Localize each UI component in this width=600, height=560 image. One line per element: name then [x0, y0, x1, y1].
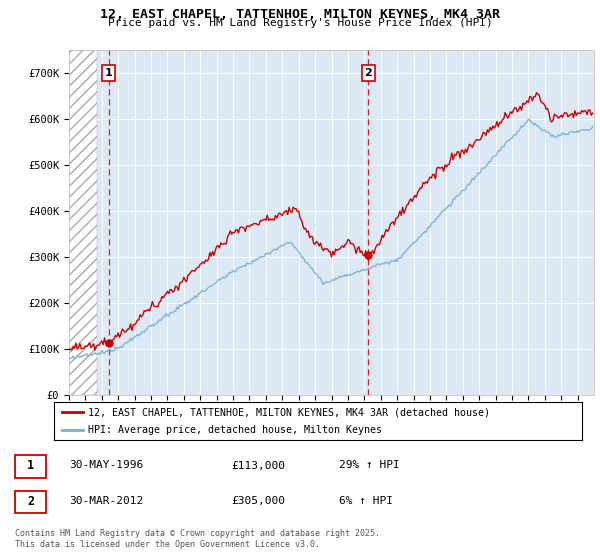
- Text: 2: 2: [365, 68, 372, 78]
- FancyBboxPatch shape: [15, 491, 46, 514]
- Text: 1: 1: [27, 459, 34, 472]
- Text: £113,000: £113,000: [231, 460, 285, 470]
- Text: 12, EAST CHAPEL, TATTENHOE, MILTON KEYNES, MK4 3AR (detached house): 12, EAST CHAPEL, TATTENHOE, MILTON KEYNE…: [88, 407, 490, 417]
- Text: 1: 1: [105, 68, 113, 78]
- Text: 6% ↑ HPI: 6% ↑ HPI: [339, 496, 393, 506]
- Bar: [69, 50, 97, 395]
- Text: HPI: Average price, detached house, Milton Keynes: HPI: Average price, detached house, Milt…: [88, 425, 382, 435]
- Text: 30-MAY-1996: 30-MAY-1996: [69, 460, 143, 470]
- Text: 29% ↑ HPI: 29% ↑ HPI: [339, 460, 400, 470]
- FancyBboxPatch shape: [15, 455, 46, 478]
- Text: Contains HM Land Registry data © Crown copyright and database right 2025.
This d: Contains HM Land Registry data © Crown c…: [15, 529, 380, 549]
- Bar: [97, 50, 594, 395]
- Text: 12, EAST CHAPEL, TATTENHOE, MILTON KEYNES, MK4 3AR: 12, EAST CHAPEL, TATTENHOE, MILTON KEYNE…: [100, 8, 500, 21]
- Text: £305,000: £305,000: [231, 496, 285, 506]
- Text: 30-MAR-2012: 30-MAR-2012: [69, 496, 143, 506]
- Text: 2: 2: [27, 494, 34, 508]
- Text: Price paid vs. HM Land Registry's House Price Index (HPI): Price paid vs. HM Land Registry's House …: [107, 18, 493, 29]
